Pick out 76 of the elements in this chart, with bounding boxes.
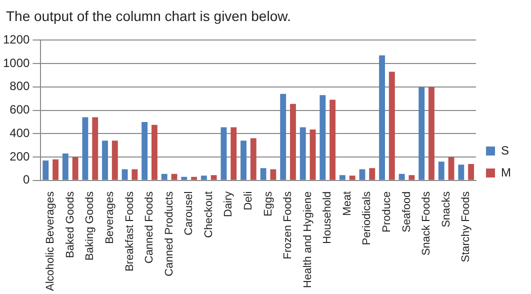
x-tick-label: Dairy xyxy=(222,190,235,218)
bar xyxy=(428,86,434,180)
bar xyxy=(418,86,425,180)
x-tick-label: Snacks xyxy=(440,190,452,228)
bar xyxy=(250,138,256,180)
bar xyxy=(448,156,454,180)
bar xyxy=(112,140,118,180)
bar xyxy=(260,168,266,180)
x-tick-label: Health and Hygiene xyxy=(302,191,314,288)
bar xyxy=(320,95,326,180)
x-tick-label: Beverages xyxy=(104,190,116,244)
bar xyxy=(339,175,346,180)
x-tick-label: Periodicals xyxy=(361,190,374,246)
x-tick-label: Canned Products xyxy=(163,190,176,276)
x-tick-label: Checkout xyxy=(202,191,215,238)
y-tick-label: 1000 xyxy=(2,56,30,70)
bar xyxy=(102,140,108,180)
bar xyxy=(438,162,444,180)
x-tick-label: Eggs xyxy=(262,190,274,216)
x-tick-label: Snack Foods xyxy=(420,190,433,256)
bar xyxy=(191,176,198,180)
bar xyxy=(359,169,366,180)
x-tick-label: Deli xyxy=(242,191,254,210)
y-tick-label: 600 xyxy=(10,102,30,117)
x-tick-label: Frozen Foods xyxy=(282,190,294,260)
bar xyxy=(200,176,207,180)
bar xyxy=(42,160,49,180)
bar xyxy=(349,176,356,180)
bar xyxy=(62,153,68,180)
chart-title: The output of the column chart is given below. xyxy=(6,8,291,24)
y-tick-label: 400 xyxy=(10,126,30,140)
x-tick-label: Starchy Foods xyxy=(460,190,472,262)
x-tick-label: Baking Goods xyxy=(84,190,96,260)
legend-label: S xyxy=(501,143,510,158)
bar xyxy=(52,159,59,180)
bar xyxy=(171,174,178,180)
y-tick-label: 0 xyxy=(23,172,30,187)
bar xyxy=(161,174,168,180)
bar xyxy=(132,169,138,180)
bar xyxy=(82,117,88,180)
bar xyxy=(458,164,464,180)
legend-label: M xyxy=(501,165,512,180)
y-tick-label: 200 xyxy=(10,149,30,164)
bar xyxy=(92,117,98,180)
x-tick-label: Baked Goods xyxy=(64,190,76,258)
bar xyxy=(388,72,395,180)
x-tick-label: Produce xyxy=(380,191,393,232)
bar xyxy=(300,127,306,180)
x-tick-label: Canned Foods xyxy=(144,190,156,264)
y-tick-label: 800 xyxy=(10,79,30,94)
bar xyxy=(210,175,217,180)
bar xyxy=(379,55,385,180)
bar xyxy=(122,169,128,180)
bar xyxy=(369,168,376,180)
bar xyxy=(240,140,246,180)
bar xyxy=(72,156,78,180)
bar xyxy=(181,176,188,180)
x-tick-label: Meat xyxy=(341,191,354,216)
bar xyxy=(220,127,227,180)
bar xyxy=(280,94,286,180)
bar xyxy=(310,130,316,180)
x-tick-label: Breakfast Foods xyxy=(124,190,136,272)
bar xyxy=(408,175,415,180)
bar xyxy=(398,174,405,180)
x-tick-label: Carousel xyxy=(183,191,196,236)
x-tick-label: Household xyxy=(322,191,334,244)
bar xyxy=(330,100,336,180)
bar xyxy=(142,122,148,180)
x-tick-label: Alcoholic Beverages xyxy=(44,190,57,292)
bar xyxy=(152,124,158,180)
bar xyxy=(468,164,474,180)
bar xyxy=(270,169,276,180)
y-tick-label: 1200 xyxy=(2,32,30,47)
bar xyxy=(230,127,237,180)
bar xyxy=(290,104,296,180)
x-tick-label: Seafood xyxy=(400,191,413,232)
